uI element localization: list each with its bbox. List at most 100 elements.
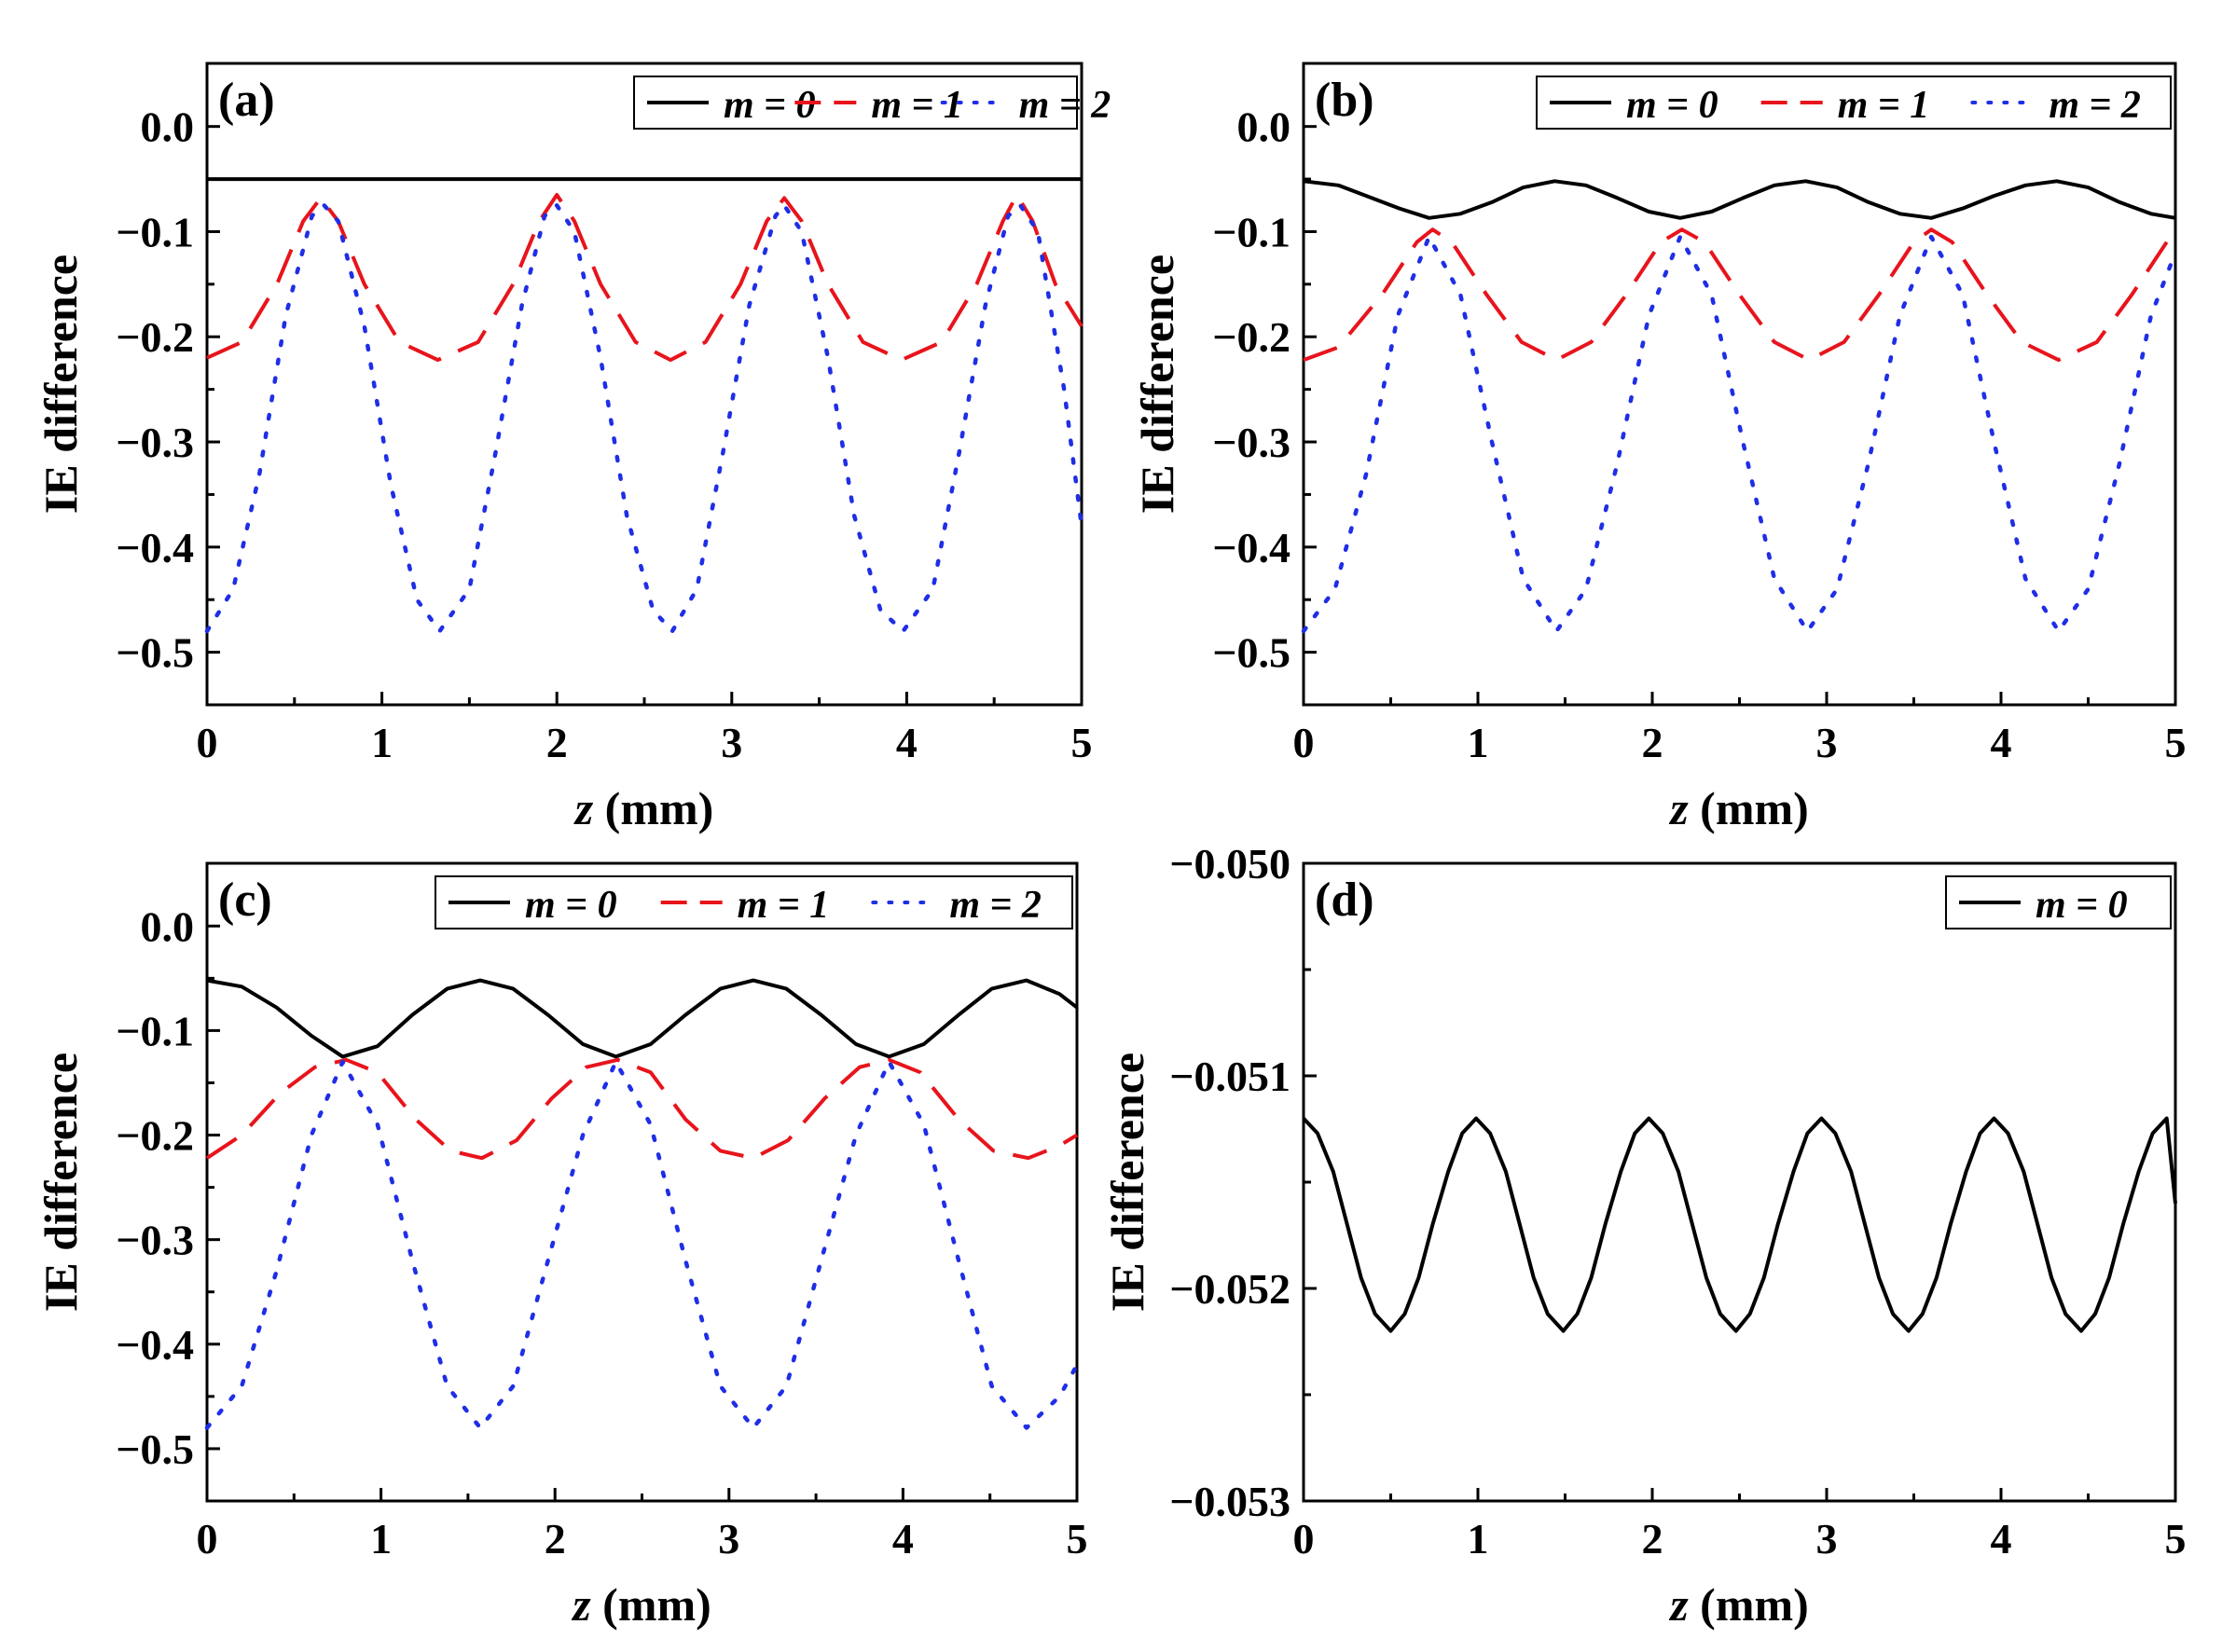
plot-frame	[1302, 861, 2177, 1503]
legend-label-text: m = 0	[1626, 84, 1718, 127]
legend-label-m0: m = 0	[1626, 84, 1718, 127]
x-tick-label: 0	[1293, 1515, 1315, 1563]
y-tick-label: −0.2	[116, 313, 194, 361]
y-tick-label: −0.3	[1212, 419, 1290, 466]
x-tick-label: 0	[1293, 719, 1315, 766]
y-tick-label: −0.3	[116, 1217, 194, 1264]
legend: m = 0 m = 1 m = 2	[435, 875, 1073, 929]
y-tick-label: −0.051	[1169, 1053, 1290, 1100]
y-tick-label: −0.052	[1169, 1265, 1290, 1313]
series-line-m2	[1301, 234, 2178, 634]
y-tick-label: −0.5	[116, 629, 194, 677]
x-tick-label: 2	[545, 1515, 566, 1563]
series-line-m1	[205, 1057, 1079, 1161]
x-tick-label: 5	[1067, 1515, 1088, 1563]
panel-label: (c)	[218, 874, 272, 927]
series-line-m0	[1303, 179, 2176, 220]
legend-label-m2: m = 2	[2049, 84, 2141, 127]
y-tick-label: −0.1	[116, 1007, 194, 1054]
y-tick-label: −0.2	[1212, 313, 1290, 361]
x-tick-label: 3	[721, 719, 742, 766]
series-line-m1	[206, 193, 1083, 363]
legend: m = 0 m = 1 m = 2	[633, 76, 1111, 130]
x-tick-label: 5	[1071, 719, 1093, 766]
legend-label-text: m = 1	[738, 884, 830, 927]
legend-label-text: m = 0	[525, 884, 617, 927]
x-tick-label: 1	[371, 719, 393, 766]
y-tick-label: −0.4	[116, 524, 194, 571]
y-tick-label: −0.5	[116, 1425, 194, 1473]
x-tick-label: 2	[546, 719, 568, 766]
legend-label-text: m = 2	[1019, 84, 1111, 127]
legend-label-text: m = 1	[871, 84, 963, 127]
x-tick-label: 5	[2165, 1515, 2187, 1563]
x-axis-label-unit: (mm)	[593, 782, 713, 834]
plot-frame	[205, 861, 1079, 1503]
x-tick-label: 1	[370, 1515, 392, 1563]
chart-panel-a: 0 1 2 3 4 5 0.0 −0.1 −0.2 −0.3 −0.4 −0.5 z (mm) IE di…	[35, 62, 1111, 834]
x-tick-label: 4	[892, 1515, 914, 1563]
x-axis-label-unit: (mm)	[1689, 1578, 1809, 1631]
x-axis-label-var: z	[1668, 1578, 1689, 1631]
x-axis-label-var: z	[1668, 782, 1689, 834]
legend: m = 0	[1945, 875, 2172, 929]
x-axis-label-var: z	[571, 1578, 591, 1631]
x-tick-label: 3	[1816, 719, 1838, 766]
legend-label-m1: m = 1	[738, 884, 830, 927]
legend-label-text: m = 1	[1838, 84, 1930, 127]
y-tick-label: −0.4	[116, 1321, 194, 1369]
series-line-m2	[204, 1059, 1080, 1430]
x-tick-label: 4	[1991, 1515, 2012, 1563]
y-axis-label: IE difference	[1131, 255, 1183, 514]
y-tick-label: −0.050	[1169, 840, 1290, 888]
y-tick-label: −0.4	[1212, 524, 1290, 571]
legend-label-m1: m = 1	[871, 84, 963, 127]
y-axis-label: IE difference	[35, 1053, 87, 1312]
y-tick-label: 0.0	[141, 902, 195, 950]
x-axis-label-var: z	[573, 782, 594, 834]
chart-panel-b: 0 1 2 3 4 5 0.0 −0.1 −0.2 −0.3 −0.4 −0.5 z (mm) IE di…	[1131, 62, 2187, 834]
x-tick-label: 2	[1642, 719, 1663, 766]
y-axis-label: IE difference	[35, 255, 87, 514]
x-axis-label-unit: (mm)	[1689, 782, 1809, 834]
panel-label: (b)	[1315, 74, 1374, 127]
panel-label: (d)	[1315, 874, 1374, 927]
panel-label: (a)	[218, 74, 275, 127]
legend-label-m0: m = 0	[724, 84, 816, 127]
x-tick-label: 2	[1642, 1515, 1663, 1563]
legend-label-m0: m = 0	[525, 884, 617, 927]
x-tick-label: 3	[718, 1515, 739, 1563]
y-axis-label: IE difference	[1101, 1053, 1153, 1312]
series-line-m0	[206, 978, 1079, 1059]
y-tick-label: −0.1	[1212, 208, 1290, 255]
x-tick-label: 5	[2165, 719, 2187, 766]
legend-box	[1536, 76, 2172, 130]
x-axis-label-unit: (mm)	[591, 1578, 711, 1631]
x-tick-label: 4	[1991, 719, 2012, 766]
y-tick-label: −0.2	[116, 1112, 194, 1160]
legend: m = 0 m = 1 m = 2	[1536, 76, 2172, 130]
x-axis-label: z (mm)	[571, 1578, 711, 1631]
plot-frame	[205, 62, 1083, 707]
x-axis-label: z (mm)	[1668, 1578, 1809, 1631]
x-tick-label: 0	[197, 1515, 218, 1563]
x-tick-label: 1	[1468, 1515, 1489, 1563]
legend-label-m0: m = 0	[2036, 884, 2128, 927]
chart-panel-c: 0 1 2 3 4 5 0.0 −0.1 −0.2 −0.3 −0.4 −0.5 z (mm) IE di…	[35, 861, 1088, 1631]
series-line-m1	[1303, 227, 2177, 363]
legend-label-text: m = 2	[2049, 84, 2141, 127]
series-line-m0	[1302, 1116, 2177, 1333]
x-tick-label: 4	[896, 719, 918, 766]
x-tick-label: 1	[1468, 719, 1489, 766]
x-tick-label: 0	[197, 719, 218, 766]
legend-label-m2: m = 2	[1019, 84, 1111, 127]
legend-box	[435, 875, 1073, 929]
y-tick-label: −0.1	[116, 208, 194, 255]
y-tick-label: −0.3	[116, 419, 194, 466]
y-tick-label: 0.0	[1237, 103, 1291, 151]
legend-label-m2: m = 2	[949, 884, 1042, 927]
series-line-m2	[204, 203, 1084, 634]
legend-label-text: m = 2	[949, 884, 1042, 927]
x-axis-label: z (mm)	[573, 782, 714, 834]
